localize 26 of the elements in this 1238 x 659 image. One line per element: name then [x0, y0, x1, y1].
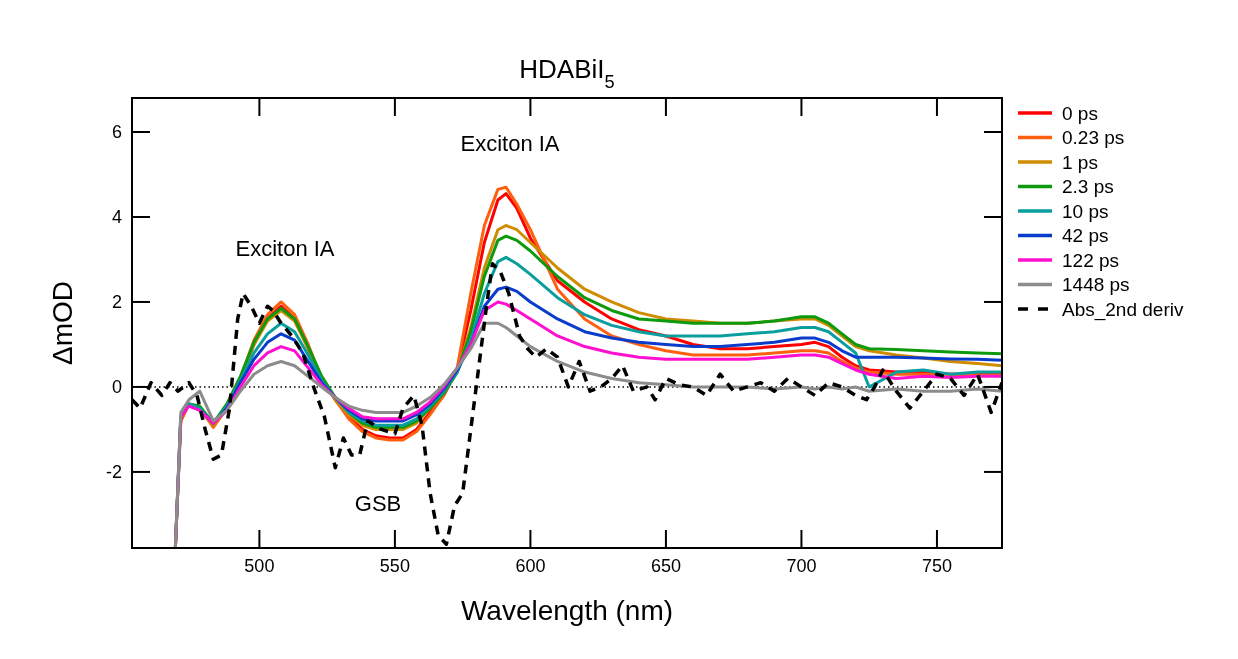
y-tick-label: 2 [111, 292, 122, 313]
x-tick-label: 550 [379, 556, 410, 576]
annotation: GSB [354, 490, 402, 516]
y-tick-label: 0 [111, 377, 122, 398]
y-axis-title: ΔmOD [47, 280, 78, 366]
x-tick-label: 600 [515, 556, 546, 576]
x-tick-label: 750 [921, 556, 952, 576]
legend-label: 1 ps [1062, 151, 1098, 173]
y-tick-label: 4 [111, 207, 122, 228]
y-tick-label: -2 [105, 462, 122, 483]
legend-label: 10 ps [1062, 200, 1109, 222]
y-tick-label: 6 [111, 122, 122, 143]
annotation: Exciton IA [235, 235, 335, 261]
x-tick-label: 700 [786, 556, 817, 576]
chart-title: HDABiI$_{5}$ [519, 54, 615, 92]
x-axis-title: Wavelength (nm) [460, 595, 674, 626]
legend-label: 2.3 ps [1062, 176, 1114, 198]
legend-label: Abs_2nd deriv [1062, 298, 1184, 321]
x-tick-label: 500 [244, 556, 275, 576]
annotation: Exciton IA [460, 130, 560, 156]
legend-label: 0.23 ps [1062, 127, 1125, 149]
legend-label: 1448 ps [1062, 274, 1130, 296]
legend-label: 42 ps [1062, 225, 1109, 247]
x-tick-label: 650 [650, 556, 681, 576]
legend-label: 0 ps [1062, 102, 1098, 124]
legend-label: 122 ps [1062, 249, 1120, 271]
